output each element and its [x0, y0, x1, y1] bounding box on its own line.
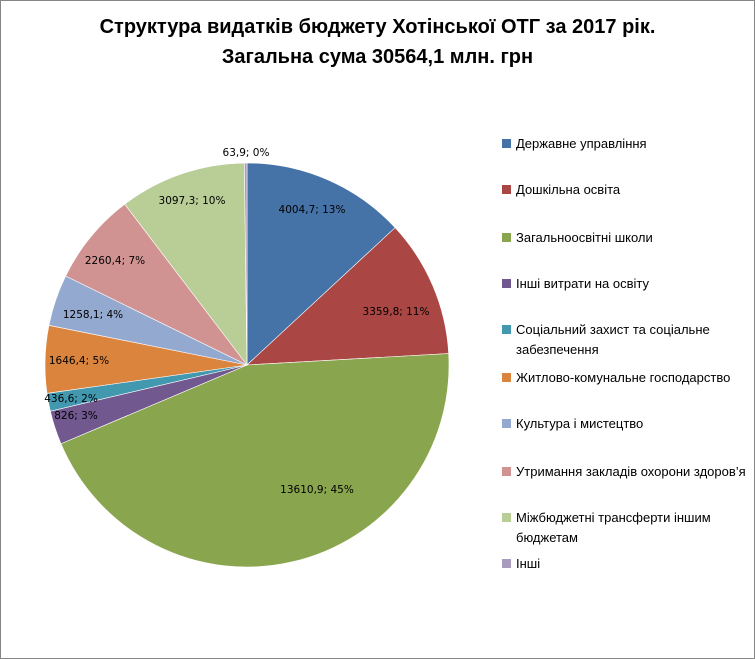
legend-swatch-icon [502, 279, 511, 288]
legend-label: Міжбюджетні трансферти іншим бюджетам [516, 510, 711, 545]
legend-label: Інші витрати на освіту [516, 276, 649, 291]
pie-slice[interactable] [124, 162, 248, 366]
legend-label: Інші [516, 556, 541, 571]
data-label: 826; 3% [54, 410, 98, 422]
legend-label: Загальноосвітні школи [516, 230, 653, 245]
legend-swatch-icon [502, 419, 511, 428]
legend-swatch-icon [502, 373, 511, 382]
legend-swatch-icon [502, 233, 511, 242]
legend-item: Інші [502, 554, 755, 574]
data-label: 13610,9; 45% [280, 484, 354, 496]
legend-swatch-icon [502, 139, 511, 148]
legend-swatch-icon [502, 325, 511, 334]
legend-item: Міжбюджетні трансферти іншим бюджетам [502, 508, 755, 548]
pie-slices [44, 162, 450, 568]
pie-slice[interactable] [60, 353, 450, 568]
legend-swatch-icon [502, 185, 511, 194]
legend-item: Інші витрати на освіту [502, 274, 755, 294]
legend-item: Державне управління [502, 134, 755, 154]
legend-item: Житлово-комунальне господарство [502, 368, 755, 388]
legend-label: Житлово-комунальне господарство [516, 370, 731, 385]
legend-swatch-icon [502, 513, 511, 522]
legend-item: Утримання закладів охорони здоров’я [502, 462, 755, 482]
data-label: 2260,4; 7% [85, 255, 145, 267]
legend-item: Загальноосвітні школи [502, 228, 755, 248]
legend-label: Соціальний захист та соціальне забезпече… [516, 322, 710, 357]
data-label: 63,9; 0% [223, 147, 270, 159]
legend-item: Дошкільна освіта [502, 180, 755, 200]
pie-data-labels: 4004,7; 13% 3359,8; 11% 13610,9; 45% 826; 3… [44, 147, 429, 496]
legend-swatch-icon [502, 467, 511, 476]
legend-item: Соціальний захист та соціальне забезпече… [502, 320, 755, 360]
chart-title-line2: Загальна сума 30564,1 млн. грн [221, 46, 534, 68]
data-label: 3359,8; 11% [363, 306, 430, 318]
data-label: 1646,4; 5% [49, 355, 109, 367]
legend-item: Культура і мистецтво [502, 414, 755, 434]
data-label: 1258,1; 4% [63, 309, 123, 321]
data-label: 3097,3; 10% [159, 195, 226, 207]
pie-slice[interactable] [246, 162, 396, 366]
legend-swatch-icon [502, 559, 511, 568]
legend-label: Культура і мистецтво [516, 416, 644, 431]
data-label: 436,6; 2% [44, 393, 98, 405]
pie-slice[interactable] [246, 227, 449, 366]
pie-slice[interactable] [244, 162, 248, 366]
chart-title-line1: Структура видатків бюджету Хотінської ОТ… [99, 16, 656, 38]
legend-label: Державне управління [516, 136, 647, 151]
chart-title: Структура видатків бюджету Хотінської ОТ… [0, 12, 755, 72]
legend-label: Утримання закладів охорони здоров’я [516, 464, 746, 479]
data-label: 4004,7; 13% [279, 204, 346, 216]
legend-label: Дошкільна освіта [516, 182, 621, 197]
